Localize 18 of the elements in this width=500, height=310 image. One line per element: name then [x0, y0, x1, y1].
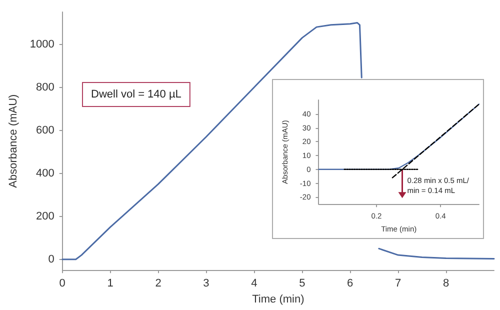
y-tick-label: 400	[36, 167, 54, 180]
x-tick-label: 1	[107, 278, 114, 290]
x-tick-label: 0	[59, 278, 66, 290]
x-tick-label: 6	[347, 278, 354, 290]
x-tick-label: 7	[395, 278, 402, 290]
x-tick-label: 5	[299, 278, 306, 290]
x-axis-title: Time (min)	[252, 294, 304, 306]
y-tick-label: 800	[36, 81, 54, 94]
y-axis-title: Absorbance (mAU)	[8, 94, 20, 188]
x-tick-label: 3	[203, 278, 210, 290]
y-tick-label: 200	[36, 210, 54, 222]
x-tick-label: 2	[155, 278, 162, 290]
y-tick-label: 1000	[30, 38, 54, 50]
x-tick-label: 8	[442, 278, 450, 290]
y-tick-label: 0	[48, 253, 54, 266]
annotation: Dwell vol = 140 µL	[91, 88, 182, 100]
y-tick-label: 600	[36, 124, 54, 136]
x-tick-label: 4	[251, 278, 258, 290]
